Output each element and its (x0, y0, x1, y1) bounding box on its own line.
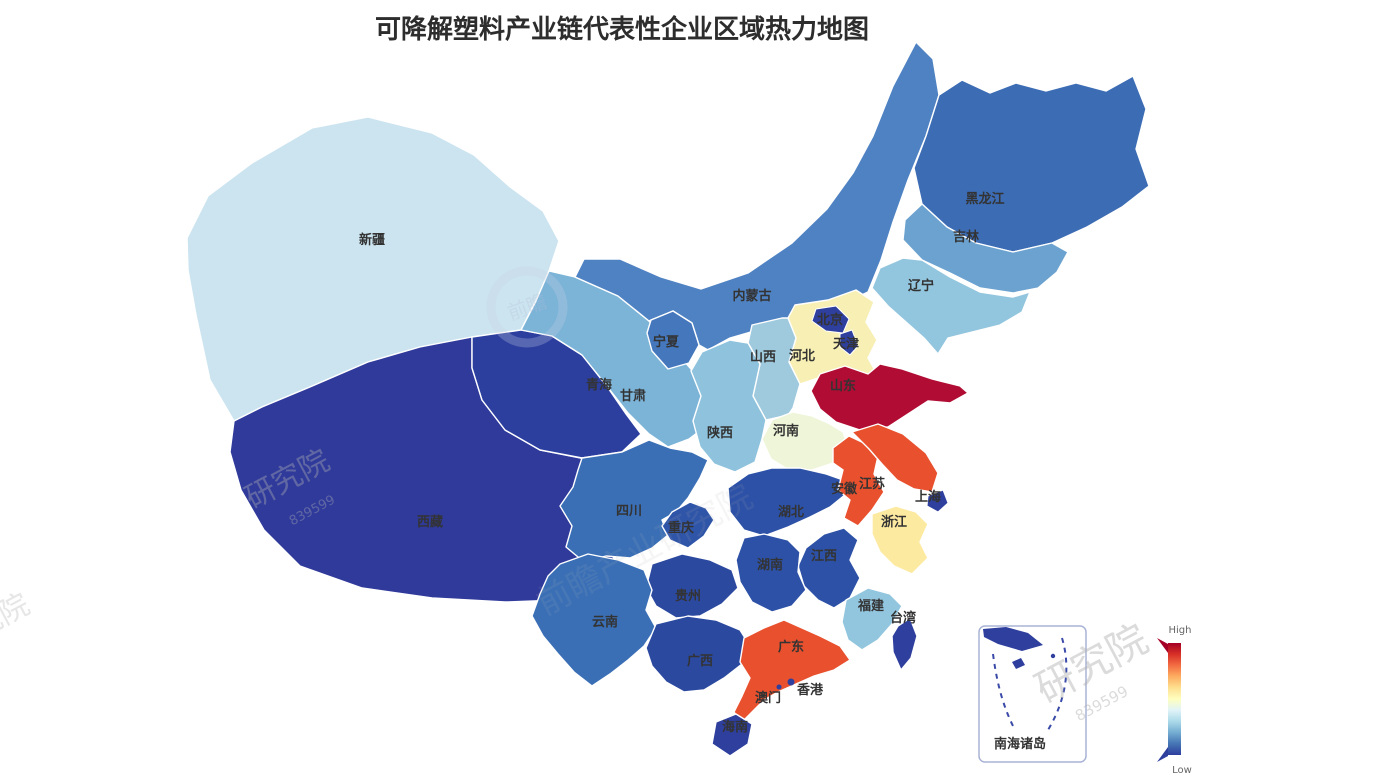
inset-border (978, 625, 1087, 763)
inset-dash-line-left (992, 653, 1015, 729)
label-shanghai: 上海 (915, 489, 941, 505)
province-tianjin[interactable] (839, 329, 859, 356)
label-shaanxi: 陕西 (707, 425, 733, 441)
inset-coastline (983, 627, 1043, 651)
label-shanxi: 山西 (750, 349, 776, 365)
legend-low-label: Low (1172, 765, 1192, 776)
label-nanhai-zhudao: 南海诸岛 (994, 736, 1046, 752)
inset-islet-dot (1050, 653, 1056, 659)
label-aomen: 澳门 (755, 690, 781, 706)
province-chongqing[interactable] (661, 501, 715, 549)
label-anhui: 安徽 (831, 481, 858, 497)
label-neimenggu: 内蒙古 (732, 288, 771, 304)
label-sichuan: 四川 (616, 504, 642, 519)
label-tianjin: 天津 (833, 336, 859, 352)
label-ningxia: 宁夏 (653, 334, 680, 350)
province-taiwan[interactable] (891, 617, 918, 671)
province-aomen[interactable] (776, 684, 782, 690)
label-liaoning: 辽宁 (908, 278, 934, 294)
label-guangxi: 广西 (687, 653, 713, 669)
label-jiangxi: 江西 (811, 548, 837, 564)
province-shaanxi[interactable] (690, 339, 767, 473)
label-xizang: 西藏 (417, 514, 443, 530)
province-jiangxi[interactable] (797, 527, 861, 609)
province-guangxi[interactable] (645, 615, 751, 693)
legend-high-label: High (1169, 625, 1192, 636)
legend-bottom-marker (1157, 747, 1168, 762)
label-shandong: 山东 (830, 378, 856, 394)
label-hainan: 海南 (722, 719, 748, 735)
province-xianggang[interactable] (787, 678, 795, 686)
province-zhejiang[interactable] (871, 505, 929, 575)
label-chongqing: 重庆 (668, 520, 694, 536)
province-jiangsu[interactable] (851, 423, 939, 493)
south-china-sea-inset (978, 625, 1087, 763)
label-xianggang: 香港 (796, 682, 824, 698)
label-guizhou: 贵州 (675, 588, 701, 604)
province-ningxia[interactable] (646, 310, 700, 370)
legend: High Low (1157, 625, 1192, 776)
label-qinghai: 青海 (586, 377, 612, 393)
province-shandong[interactable] (810, 363, 969, 431)
page-title: 可降解塑料产业链代表性企业区域热力地图 (375, 14, 869, 45)
province-liaoning[interactable] (871, 257, 1031, 355)
province-heilongjiang[interactable] (913, 75, 1150, 253)
province-hainan[interactable] (711, 713, 753, 757)
label-hebei: 河北 (789, 348, 815, 364)
province-fujian[interactable] (841, 587, 903, 651)
watermark-logo-ring (486, 266, 568, 348)
inset-islet (1012, 658, 1025, 669)
province-jilin[interactable] (902, 203, 1069, 294)
label-henan: 河南 (773, 423, 799, 439)
label-guangdong: 广东 (778, 639, 804, 655)
province-hubei[interactable] (727, 467, 847, 537)
label-yunnan: 云南 (592, 614, 618, 630)
label-fujian: 福建 (857, 598, 884, 614)
province-guizhou[interactable] (645, 553, 739, 619)
province-hunan[interactable] (735, 533, 807, 613)
province-yunnan[interactable] (531, 553, 657, 687)
label-hubei: 湖北 (778, 505, 804, 520)
map-regions (186, 41, 1150, 757)
label-hunan: 湖南 (757, 557, 783, 573)
map-labels: 新疆 西藏 青海 甘肃 内蒙古 黑龙江 吉林 辽宁 河北 北京 天津 山西 山东… (359, 191, 1046, 752)
label-gansu: 甘肃 (620, 388, 646, 404)
province-guangdong[interactable] (733, 619, 851, 723)
label-taiwan: 台湾 (890, 610, 916, 626)
label-xinjiang: 新疆 (359, 232, 385, 248)
label-jilin: 吉林 (953, 229, 979, 245)
label-heilongjiang: 黑龙江 (965, 191, 1004, 207)
label-beijing: 北京 (817, 312, 843, 328)
label-jiangsu: 江苏 (859, 476, 885, 492)
legend-top-marker (1157, 638, 1168, 653)
watermark-text: 研究院 (0, 587, 35, 660)
province-shanghai[interactable] (926, 489, 949, 513)
watermark-logo: 前瞻 (486, 266, 568, 348)
label-zhejiang: 浙江 (881, 514, 907, 530)
legend-gradient-bar (1168, 643, 1181, 755)
